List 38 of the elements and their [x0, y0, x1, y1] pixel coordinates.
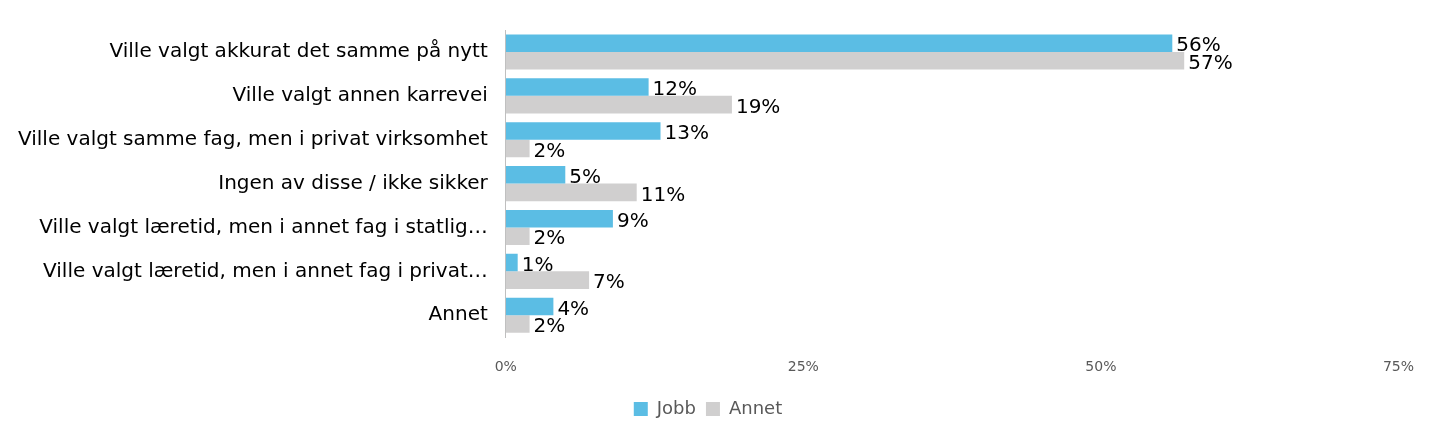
- legend-label: Jobb: [655, 396, 696, 418]
- bar: [505, 209, 613, 228]
- bar: [505, 315, 530, 333]
- bar: [505, 297, 554, 316]
- data-label: 5%: [569, 164, 602, 189]
- data-label: 13%: [664, 120, 709, 145]
- data-label: 7%: [593, 269, 625, 294]
- bar: [505, 139, 530, 158]
- y-tick-label: Ville valgt læretid, men i annet fag i statlig…: [39, 213, 488, 238]
- y-tick-label: Ingen av disse / ikke sikker: [218, 169, 489, 194]
- bar: [505, 227, 530, 246]
- data-label: 12%: [652, 76, 698, 101]
- bar: [505, 271, 590, 289]
- data-label: 1%: [521, 251, 554, 276]
- x-tick-label: 50%: [1085, 358, 1117, 375]
- y-tick-label: Ville valgt annen karrevei: [232, 82, 488, 107]
- data-label: 9%: [616, 207, 649, 232]
- data-label: 11%: [640, 181, 686, 206]
- bar: [505, 183, 637, 202]
- data-label: 19%: [735, 93, 781, 118]
- bar: [505, 34, 1173, 52]
- y-tick-label: Ville valgt læretid, men i annet fag i privat…: [43, 257, 488, 282]
- y-tick-label: Ville valgt akkurat det samme på nytt: [109, 38, 488, 63]
- bar: [505, 253, 518, 272]
- data-label: 2%: [533, 225, 566, 250]
- legend-label: Annet: [728, 396, 783, 418]
- bar: [505, 51, 1185, 70]
- bar: [505, 78, 649, 96]
- x-tick-label: 0%: [494, 358, 517, 375]
- y-tick-label: Ville valgt samme fag, men i privat virksomhet: [17, 125, 488, 150]
- data-label: 2%: [533, 313, 566, 338]
- data-label: 2%: [533, 137, 566, 162]
- y-tick-label: Annet: [428, 301, 488, 326]
- bar: [505, 95, 732, 114]
- bar: [505, 166, 566, 184]
- x-tick-label: 25%: [787, 358, 819, 375]
- bar: [505, 122, 661, 140]
- x-tick-label: 75%: [1382, 358, 1414, 375]
